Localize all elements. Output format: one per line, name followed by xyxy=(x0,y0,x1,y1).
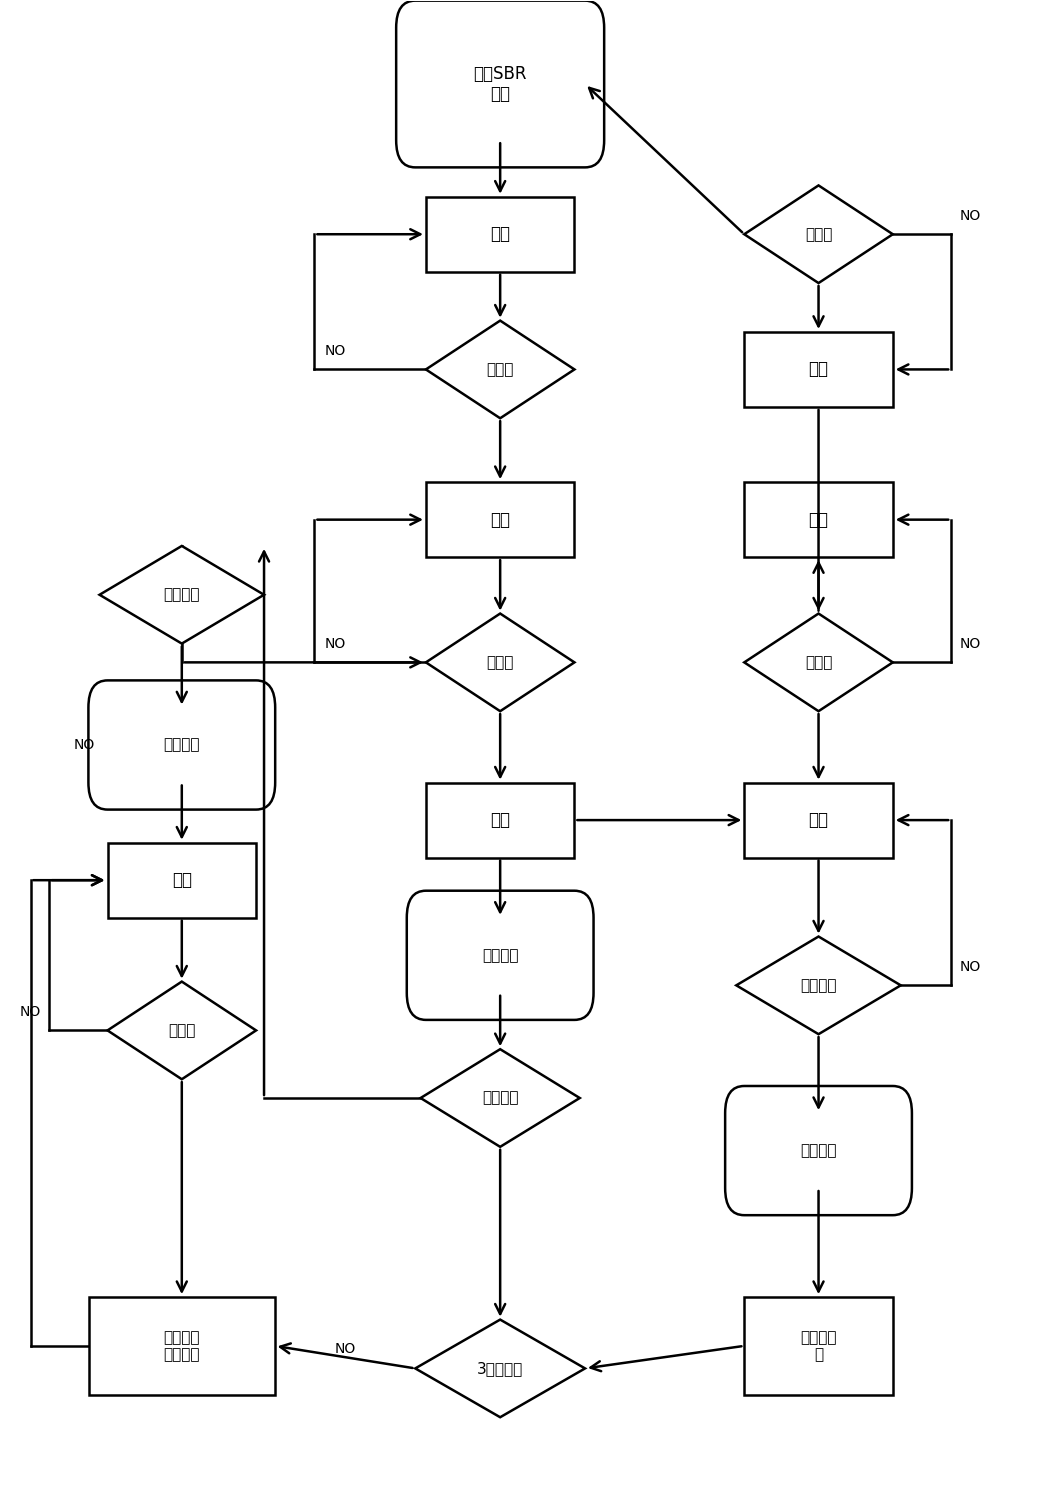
Text: 时间到: 时间到 xyxy=(804,655,832,670)
FancyBboxPatch shape xyxy=(426,783,575,858)
Text: 进水: 进水 xyxy=(491,226,510,244)
Text: 内源反硝
化: 内源反硝 化 xyxy=(800,1330,836,1362)
Text: 搅拌: 搅拌 xyxy=(491,510,510,528)
Text: NO: NO xyxy=(73,737,95,752)
FancyBboxPatch shape xyxy=(89,1297,275,1395)
FancyBboxPatch shape xyxy=(744,482,893,557)
FancyBboxPatch shape xyxy=(744,1297,893,1395)
Text: NO: NO xyxy=(19,1005,40,1019)
Text: 搅拌: 搅拌 xyxy=(171,871,192,889)
FancyBboxPatch shape xyxy=(406,891,594,1020)
FancyBboxPatch shape xyxy=(107,843,256,918)
Polygon shape xyxy=(420,1049,580,1147)
FancyBboxPatch shape xyxy=(426,482,575,557)
Polygon shape xyxy=(100,546,264,644)
Polygon shape xyxy=(426,321,575,418)
Text: 参数读取: 参数读取 xyxy=(800,1144,836,1157)
Text: 排水: 排水 xyxy=(809,510,829,528)
Polygon shape xyxy=(744,185,893,283)
Text: 满足条件: 满足条件 xyxy=(164,587,200,602)
Text: 进中间水
箱渗滤液: 进中间水 箱渗滤液 xyxy=(164,1330,200,1362)
Polygon shape xyxy=(107,981,256,1079)
Text: 满足条件: 满足条件 xyxy=(482,1091,518,1106)
Text: 曝气: 曝气 xyxy=(491,811,510,829)
FancyBboxPatch shape xyxy=(744,783,893,858)
Text: 3次脉冲到: 3次脉冲到 xyxy=(477,1361,523,1376)
Text: NO: NO xyxy=(326,345,346,358)
Text: 脉冲SBR
启动: 脉冲SBR 启动 xyxy=(473,65,527,104)
Text: 满足条件: 满足条件 xyxy=(800,978,836,993)
Text: 时间到: 时间到 xyxy=(804,227,832,242)
FancyBboxPatch shape xyxy=(726,1087,912,1215)
Text: 时间到: 时间到 xyxy=(486,655,514,670)
Polygon shape xyxy=(744,614,893,712)
Polygon shape xyxy=(415,1320,585,1418)
FancyBboxPatch shape xyxy=(396,0,604,167)
Text: 参数读取: 参数读取 xyxy=(164,737,200,752)
Text: 沉淀: 沉淀 xyxy=(809,811,829,829)
Polygon shape xyxy=(426,614,575,712)
Text: NO: NO xyxy=(960,209,981,223)
Text: NO: NO xyxy=(334,1342,355,1356)
Text: 参数读取: 参数读取 xyxy=(482,948,518,963)
Text: NO: NO xyxy=(326,637,346,652)
FancyBboxPatch shape xyxy=(744,333,893,406)
Text: 时间到: 时间到 xyxy=(168,1023,196,1038)
FancyBboxPatch shape xyxy=(426,197,575,272)
Text: 时间到: 时间到 xyxy=(486,361,514,376)
Text: NO: NO xyxy=(960,637,981,652)
Text: NO: NO xyxy=(960,960,981,974)
FancyBboxPatch shape xyxy=(88,680,276,810)
Polygon shape xyxy=(736,936,901,1034)
Text: 闲置: 闲置 xyxy=(809,360,829,378)
